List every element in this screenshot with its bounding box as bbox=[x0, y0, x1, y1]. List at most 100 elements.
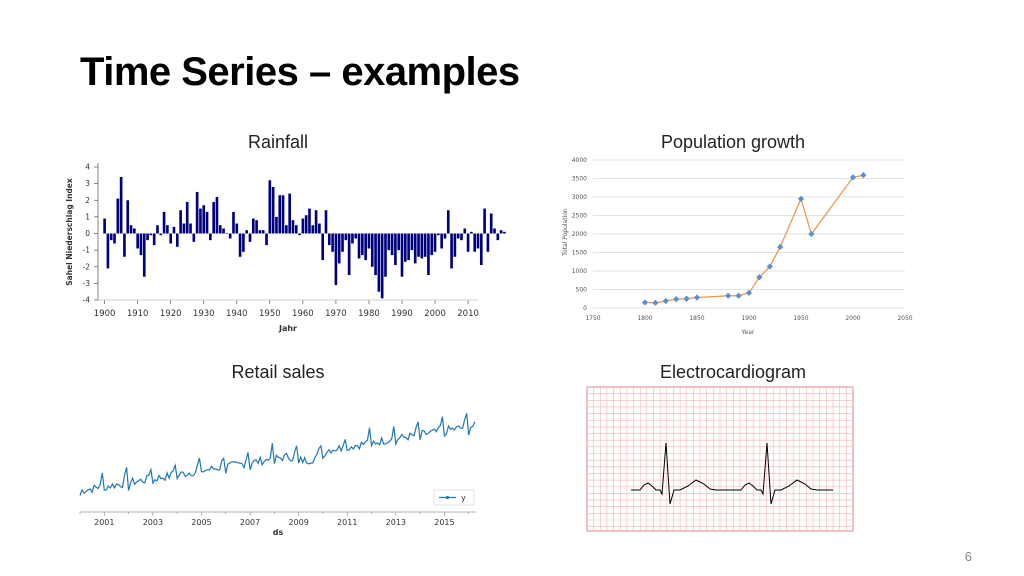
population-axes: 0 500 1000 1500 2000 2500 3000 3500 4000 1750 1800… bbox=[572, 157, 913, 322]
rainfall-bar bbox=[304, 215, 308, 234]
rainfall-bar bbox=[136, 233, 139, 249]
rainfall-bar bbox=[463, 228, 467, 234]
rainfall-bar bbox=[232, 211, 235, 234]
rainfall-bar bbox=[238, 233, 242, 257]
rainfall-bar bbox=[486, 233, 490, 252]
population-ylabel: Total Population bbox=[562, 208, 569, 257]
rainfall-bar bbox=[413, 233, 417, 264]
retail-line bbox=[79, 413, 476, 496]
rainfall-bar bbox=[324, 210, 328, 234]
rainfall-bar bbox=[116, 198, 120, 234]
rainfall-bar bbox=[420, 233, 424, 259]
population-ytick-label: 1000 bbox=[572, 268, 587, 275]
rainfall-bar bbox=[291, 220, 295, 234]
rainfall-bars bbox=[103, 176, 506, 299]
rainfall-bar bbox=[390, 233, 394, 256]
rainfall-bar bbox=[218, 225, 222, 234]
population-ytick-label: 0 bbox=[583, 305, 587, 312]
population-ytick-label: 1500 bbox=[572, 250, 587, 257]
rainfall-xtick-label: 1900 bbox=[94, 309, 116, 319]
rainfall-bar bbox=[321, 233, 325, 261]
population-ytick-label: 2000 bbox=[572, 231, 587, 238]
rainfall-bar bbox=[327, 233, 331, 246]
rainfall-bar bbox=[374, 233, 377, 276]
rainfall-bar bbox=[489, 213, 493, 234]
rainfall-bar bbox=[367, 233, 371, 249]
rainfall-bar bbox=[142, 233, 146, 277]
rainfall-bar bbox=[248, 233, 252, 242]
population-ytick-label: 500 bbox=[576, 287, 588, 294]
rainfall-bar bbox=[106, 233, 110, 269]
rainfall-ytick-label: 2 bbox=[85, 196, 90, 205]
rainfall-xtick-label: 2010 bbox=[457, 309, 479, 319]
rainfall-bar bbox=[361, 233, 364, 256]
rainfall-bar bbox=[159, 233, 163, 236]
rainfall-bar bbox=[146, 233, 149, 241]
rainfall-bar bbox=[189, 223, 192, 234]
rainfall-ytick-label: 0 bbox=[85, 229, 90, 238]
rainfall-bar bbox=[417, 233, 420, 257]
rainfall-bar bbox=[205, 211, 209, 234]
rainfall-bar bbox=[215, 196, 219, 234]
caption-population: Population growth bbox=[660, 132, 806, 152]
rainfall-bar bbox=[285, 225, 288, 234]
rainfall-bar bbox=[344, 233, 348, 241]
rainfall-bar bbox=[394, 233, 397, 266]
rainfall-bar bbox=[288, 193, 291, 234]
retail-xtick-label: 2001 bbox=[94, 518, 114, 527]
rainfall-bar bbox=[476, 233, 480, 249]
retail-xtick-label: 2011 bbox=[337, 518, 357, 527]
population-point bbox=[725, 292, 732, 299]
rainfall-bar bbox=[453, 233, 457, 257]
rainfall-bar bbox=[364, 233, 367, 261]
rainfall-bar bbox=[162, 211, 166, 234]
rainfall-bar bbox=[384, 233, 387, 277]
rainfall-ytick-label: 3 bbox=[85, 179, 90, 188]
rainfall-bar bbox=[133, 228, 136, 234]
population-xtick-label: 1750 bbox=[585, 315, 600, 322]
population-point bbox=[693, 294, 701, 301]
caption-retail: Retail sales bbox=[231, 362, 325, 382]
rainfall-bar bbox=[185, 201, 189, 234]
rainfall-bar bbox=[493, 228, 496, 234]
rainfall-bar bbox=[166, 225, 169, 234]
rainfall-bar bbox=[126, 200, 130, 234]
page-number: 6 bbox=[964, 549, 972, 564]
ecg-trace bbox=[631, 442, 833, 505]
retail-legend-label: y bbox=[461, 494, 466, 503]
rainfall-bar bbox=[503, 231, 506, 234]
rainfall-bar bbox=[337, 233, 341, 264]
rainfall-bar bbox=[433, 233, 437, 252]
rainfall-ytick-label: -1 bbox=[83, 246, 91, 255]
rainfall-bar bbox=[172, 226, 176, 234]
population-xlabel: Year bbox=[741, 329, 755, 336]
rainfall-bar bbox=[294, 225, 298, 234]
rainfall-bar bbox=[499, 230, 503, 234]
rainfall-bar bbox=[483, 208, 486, 234]
rainfall-bar bbox=[347, 233, 351, 276]
retail-xtick-label: 2013 bbox=[386, 518, 406, 527]
rainfall-bar bbox=[202, 205, 206, 234]
rainfall-bar bbox=[430, 233, 434, 256]
rainfall-bar bbox=[242, 233, 245, 252]
rainfall-bar bbox=[119, 176, 123, 234]
rainfall-xtick-label: 1960 bbox=[292, 309, 314, 319]
population-line bbox=[644, 174, 864, 304]
rainfall-ytick-label: 1 bbox=[85, 212, 90, 221]
rainfall-bar bbox=[149, 233, 153, 236]
rainfall-bar bbox=[152, 233, 156, 246]
rainfall-bar bbox=[169, 233, 173, 244]
caption-rainfall: Rainfall bbox=[247, 132, 309, 152]
rainfall-bar bbox=[473, 233, 477, 252]
rainfall-bar bbox=[440, 233, 443, 249]
population-xtick-label: 2050 bbox=[897, 315, 912, 322]
retail-xtick-label: 2007 bbox=[240, 518, 260, 527]
population-ytick-label: 2500 bbox=[572, 213, 587, 220]
rainfall-bar bbox=[446, 210, 450, 234]
rainfall-bar bbox=[456, 233, 460, 239]
rainfall-xtick-label: 2000 bbox=[424, 309, 446, 319]
rainfall-bar bbox=[460, 233, 463, 241]
rainfall-bar bbox=[182, 223, 186, 234]
rainfall-ytick-label: -2 bbox=[83, 262, 91, 271]
